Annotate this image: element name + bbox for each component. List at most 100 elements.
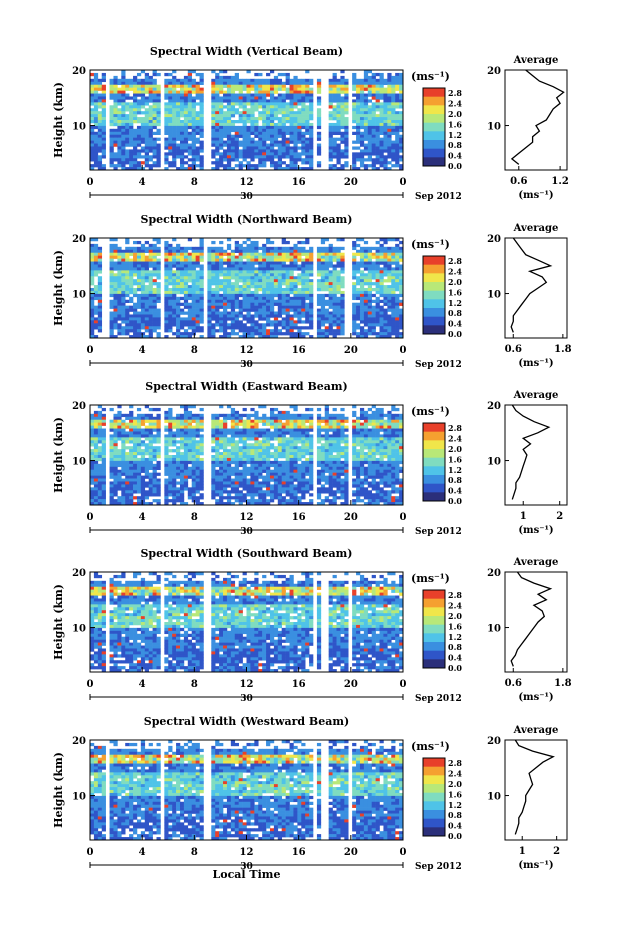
heatmap-cell bbox=[219, 143, 224, 147]
heatmap-cell bbox=[90, 146, 95, 150]
heatmap-cell bbox=[258, 293, 263, 298]
heatmap-cell bbox=[113, 419, 118, 423]
heatmap-cell bbox=[144, 273, 149, 277]
y-axis-label: Height (km) bbox=[52, 250, 65, 326]
heatmap-cell bbox=[199, 252, 204, 256]
heatmap-cell bbox=[148, 335, 153, 339]
heatmap-cell bbox=[332, 84, 337, 88]
heatmap-cell bbox=[129, 125, 134, 130]
heatmap-cell bbox=[176, 243, 181, 248]
heatmap-cell bbox=[172, 131, 177, 135]
heatmap-cell bbox=[340, 105, 345, 109]
heatmap-cell bbox=[144, 149, 149, 153]
heatmap-cell bbox=[305, 320, 310, 324]
heatmap-cell bbox=[328, 293, 333, 298]
heatmap-cell bbox=[183, 455, 189, 459]
heatmap-cell bbox=[121, 120, 126, 124]
heatmap-cell bbox=[309, 146, 314, 150]
heatmap-cell bbox=[269, 140, 275, 144]
heatmap-cell bbox=[395, 78, 400, 83]
heatmap-cell bbox=[121, 122, 126, 127]
heatmap-cell bbox=[187, 105, 193, 109]
heatmap-cell bbox=[219, 282, 224, 286]
heatmap-cell bbox=[219, 99, 224, 103]
heatmap-cell bbox=[250, 167, 255, 171]
heatmap-cell bbox=[129, 128, 134, 133]
heatmap-cell bbox=[277, 293, 283, 298]
heatmap-cell bbox=[144, 431, 149, 435]
heatmap-cell bbox=[289, 167, 294, 171]
heatmap-cell bbox=[90, 258, 95, 262]
heatmap-cell bbox=[266, 285, 271, 289]
heatmap-cell bbox=[234, 131, 239, 135]
panel-1: Spectral Width (Northward Beam)1020Heigh… bbox=[52, 213, 572, 370]
heatmap-cell bbox=[352, 320, 357, 324]
heatmap-cell bbox=[144, 496, 149, 500]
heatmap-cell bbox=[289, 155, 294, 159]
heatmap-cell bbox=[109, 143, 114, 147]
heatmap-cell bbox=[164, 96, 169, 100]
average-x-tick-label: 1.8 bbox=[554, 344, 571, 355]
heatmap-cell bbox=[195, 279, 200, 283]
heatmap-cell bbox=[383, 134, 388, 138]
heatmap-cell bbox=[156, 240, 161, 245]
heatmap-cell bbox=[215, 323, 220, 327]
colorbar-tick-label: 0.8 bbox=[448, 308, 462, 318]
heatmap-cell bbox=[148, 149, 153, 153]
heatmap-cell bbox=[144, 413, 149, 418]
heatmap-cell bbox=[246, 264, 251, 268]
heatmap-cell bbox=[223, 164, 228, 168]
heatmap-cell bbox=[281, 93, 286, 97]
heatmap-cell bbox=[144, 481, 149, 485]
heatmap-cell bbox=[266, 323, 271, 327]
heatmap-cell bbox=[144, 90, 149, 94]
heatmap-cell bbox=[125, 463, 130, 468]
average-x-label: (ms⁻¹) bbox=[518, 190, 553, 201]
heatmap-cell bbox=[168, 249, 173, 253]
heatmap-cell bbox=[269, 290, 275, 295]
heatmap-cell bbox=[156, 120, 161, 124]
heatmap-cell bbox=[187, 311, 193, 315]
heatmap-cell bbox=[297, 93, 302, 97]
heatmap-cell bbox=[156, 490, 161, 494]
heatmap-cell bbox=[324, 255, 329, 259]
heatmap-cell bbox=[168, 288, 173, 292]
heatmap-cell bbox=[359, 96, 365, 100]
heatmap-cell bbox=[113, 128, 118, 133]
heatmap-cell bbox=[172, 422, 177, 426]
heatmap-cell bbox=[395, 72, 400, 77]
heatmap-cell bbox=[136, 475, 142, 479]
heatmap-cell bbox=[121, 326, 126, 330]
heatmap-cell bbox=[234, 81, 239, 85]
heatmap-cell bbox=[383, 311, 388, 315]
heatmap-cell bbox=[176, 267, 181, 271]
heatmap-cell bbox=[179, 499, 185, 503]
heatmap-cell bbox=[395, 293, 400, 298]
heatmap-cell bbox=[266, 122, 271, 127]
heatmap-cell bbox=[301, 125, 306, 130]
heatmap-cell bbox=[324, 302, 329, 306]
heatmap-cell bbox=[234, 320, 239, 324]
heatmap-cell bbox=[258, 285, 263, 289]
heatmap-cell bbox=[285, 323, 290, 327]
heatmap-cell bbox=[191, 308, 196, 312]
heatmap-cell bbox=[93, 152, 99, 156]
heatmap-cell bbox=[156, 502, 161, 506]
heatmap-cell bbox=[179, 452, 185, 456]
heatmap-cell bbox=[211, 111, 216, 115]
heatmap-cell bbox=[152, 457, 157, 462]
heatmap-cell bbox=[215, 329, 220, 333]
heatmap-cell bbox=[199, 149, 204, 153]
heatmap-cell bbox=[183, 270, 189, 274]
heatmap-cell bbox=[344, 161, 349, 165]
heatmap-cell bbox=[391, 122, 396, 127]
heatmap-cell bbox=[340, 238, 345, 242]
heatmap-cell bbox=[109, 90, 114, 94]
heatmap-cell bbox=[309, 285, 314, 289]
heatmap-cell bbox=[125, 460, 130, 465]
heatmap-cell bbox=[266, 108, 271, 112]
heatmap-cell bbox=[289, 108, 294, 112]
x-tick-label: 0 bbox=[400, 177, 407, 188]
heatmap-cell bbox=[387, 131, 392, 135]
heatmap-cell bbox=[215, 252, 220, 256]
